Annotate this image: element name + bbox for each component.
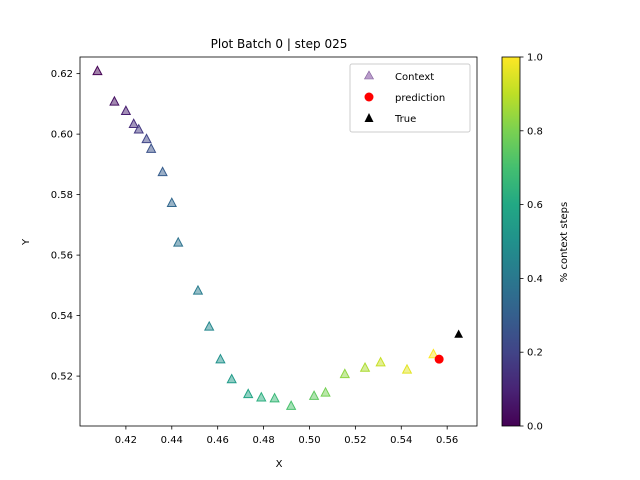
plot-frame bbox=[79, 56, 478, 427]
colorbar: 0.0 0.2 0.4 0.6 0.8 1.0 % context steps bbox=[501, 53, 570, 433]
context-point bbox=[375, 356, 386, 367]
context-point bbox=[215, 353, 226, 364]
context-point bbox=[120, 105, 132, 116]
context-point bbox=[173, 236, 184, 247]
legend-frame bbox=[349, 63, 471, 133]
context-point bbox=[145, 142, 157, 153]
context-point bbox=[308, 390, 320, 400]
legend: Context prediction True bbox=[349, 63, 471, 133]
colorbar-tick-label: 1.0 bbox=[527, 53, 543, 64]
colorbar-tick-label: 0.2 bbox=[527, 348, 543, 359]
x-tick-label: 0.50 bbox=[298, 435, 320, 446]
context-point bbox=[320, 386, 331, 397]
context-point bbox=[269, 392, 280, 403]
plot-area: 0.42 0.44 0.46 0.48 0.50 0.52 0.54 0.56 0.520.5… bbox=[51, 56, 478, 446]
context-point bbox=[128, 118, 139, 129]
x-tick-label: 0.46 bbox=[207, 435, 229, 446]
x-tick-label: 0.48 bbox=[252, 435, 274, 446]
y-tick-label: 0.54 bbox=[51, 311, 73, 322]
colorbar-tick-label: 0.4 bbox=[527, 274, 543, 285]
legend-true-label: True bbox=[394, 114, 416, 125]
legend-true-marker bbox=[364, 113, 374, 122]
context-point bbox=[92, 65, 103, 76]
context-point bbox=[339, 368, 351, 379]
context-point bbox=[109, 95, 120, 106]
true-point bbox=[454, 329, 464, 338]
prediction-point bbox=[434, 354, 444, 364]
y-tick-label: 0.56 bbox=[51, 251, 73, 262]
context-point bbox=[157, 166, 168, 177]
context-point bbox=[285, 400, 297, 410]
legend-context-marker bbox=[363, 70, 375, 80]
y-tick-label: 0.60 bbox=[51, 130, 73, 141]
context-point bbox=[226, 373, 237, 384]
legend-prediction-marker bbox=[364, 92, 374, 102]
context-point bbox=[243, 388, 254, 399]
x-tick-label: 0.54 bbox=[390, 435, 412, 446]
context-point bbox=[166, 197, 177, 207]
x-axis-ticks: 0.42 0.44 0.46 0.48 0.50 0.52 0.54 0.56 bbox=[115, 426, 458, 446]
chart-title: Plot Batch 0 | step 025 bbox=[211, 37, 348, 51]
y-tick-label: 0.58 bbox=[51, 190, 73, 201]
x-tick-label: 0.42 bbox=[115, 435, 137, 446]
context-point bbox=[141, 133, 152, 144]
context-point bbox=[192, 284, 204, 295]
y-tick-label: 0.52 bbox=[51, 372, 73, 383]
colorbar-tick-label: 0.0 bbox=[527, 422, 543, 433]
legend-prediction-label: prediction bbox=[395, 93, 445, 104]
x-tick-label: 0.56 bbox=[436, 435, 458, 446]
context-point bbox=[428, 348, 439, 359]
context-point bbox=[133, 123, 144, 134]
context-point bbox=[256, 391, 267, 402]
context-point bbox=[359, 361, 371, 372]
legend-context-label: Context bbox=[395, 72, 434, 83]
context-point bbox=[401, 363, 413, 374]
x-axis-label: X bbox=[276, 459, 283, 470]
colorbar-ticks: 0.0 0.2 0.4 0.6 0.8 1.0 bbox=[520, 53, 543, 433]
colorbar-tick-label: 0.6 bbox=[527, 200, 543, 211]
context-point bbox=[203, 320, 215, 331]
colorbar-label: % context steps bbox=[559, 202, 570, 282]
colorbar-gradient bbox=[501, 56, 521, 427]
x-tick-label: 0.52 bbox=[344, 435, 366, 446]
x-tick-label: 0.44 bbox=[161, 435, 183, 446]
colorbar-tick-label: 0.8 bbox=[527, 126, 543, 137]
y-axis-label: Y bbox=[21, 238, 32, 246]
y-tick-label: 0.62 bbox=[51, 69, 73, 80]
y-axis-ticks: 0.52 0.54 0.56 0.58 0.60 0.62 bbox=[51, 69, 80, 383]
data-points bbox=[92, 65, 464, 410]
